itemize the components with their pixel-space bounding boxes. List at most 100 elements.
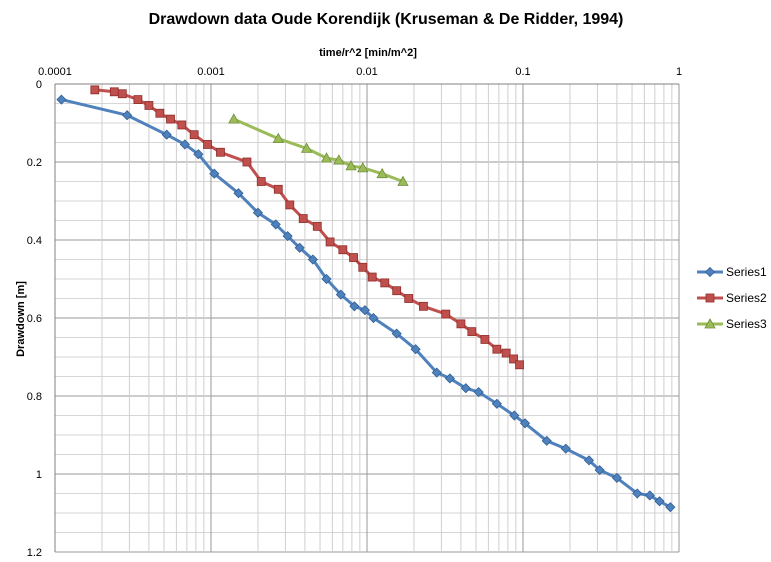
series-1-point xyxy=(644,490,655,501)
series-1-point xyxy=(252,207,264,218)
y-tick-label: 0.2 xyxy=(27,157,42,169)
x-tick-label: 0.1 xyxy=(515,66,530,78)
series-2-point xyxy=(133,95,143,104)
series-3-point xyxy=(357,162,369,173)
series-2-point xyxy=(256,177,266,186)
series-2-point xyxy=(509,354,518,364)
series-2-point xyxy=(325,237,335,247)
series-1-point xyxy=(611,472,622,483)
series-3-point xyxy=(333,154,345,165)
series-2-point xyxy=(392,286,402,296)
series-1-point xyxy=(359,305,371,316)
series-1-point xyxy=(431,367,442,378)
series-1-point xyxy=(594,465,605,476)
series-1-point xyxy=(307,254,318,265)
series-layer xyxy=(56,85,676,513)
series-3 xyxy=(228,113,409,186)
series-1-point xyxy=(209,168,220,179)
legend-label-series-2: Series2 xyxy=(726,291,767,305)
series-1-point xyxy=(665,502,676,513)
series-3-point xyxy=(345,160,357,171)
series-3-point xyxy=(397,175,409,186)
series-1-point xyxy=(560,443,571,454)
series-1-point xyxy=(321,273,332,285)
x-tick-label: 1 xyxy=(676,66,682,78)
y-tick-label: 0.6 xyxy=(27,313,42,325)
series-1-point xyxy=(410,344,421,355)
legend-marker-series-2 xyxy=(705,293,715,303)
series-2-point xyxy=(349,253,358,262)
plot-grid xyxy=(54,83,680,553)
series-2-point xyxy=(492,344,502,354)
series-1-point xyxy=(519,418,531,429)
series-2-point xyxy=(90,85,100,95)
series-1-point xyxy=(122,110,133,121)
series-1-point xyxy=(161,129,172,140)
series-2-point xyxy=(109,87,119,97)
series-1-point xyxy=(541,435,552,446)
series-2-point xyxy=(242,157,252,167)
series-2-point xyxy=(367,272,377,282)
series-2-point xyxy=(166,114,175,124)
legend-marker-series-1 xyxy=(704,266,716,278)
series-1-point xyxy=(444,373,455,384)
series-2-point xyxy=(338,245,348,255)
series-1 xyxy=(56,94,676,513)
series-2-point xyxy=(177,120,187,130)
series-2-point xyxy=(298,214,308,223)
series-2-point xyxy=(117,89,127,99)
series-3-point xyxy=(376,167,388,179)
series-2-point xyxy=(467,327,477,337)
series-2-point xyxy=(358,262,368,272)
y-tick-label: 1 xyxy=(36,469,42,481)
series-2-point xyxy=(312,221,322,231)
legend-marker-series-3 xyxy=(704,318,716,329)
chart-title: Drawdown data Oude Korendijk (Kruseman &… xyxy=(149,11,624,28)
series-1-point xyxy=(270,219,281,230)
series-1-point xyxy=(282,231,293,242)
series-2-point xyxy=(273,184,283,194)
series-1-point xyxy=(654,496,665,507)
y-axis-title: Drawdown [m] xyxy=(15,281,27,357)
series-1-point xyxy=(233,188,244,199)
series-2-point xyxy=(189,130,199,140)
series-3-point xyxy=(228,113,240,124)
series-1-point xyxy=(460,383,471,394)
legend-label-series-3: Series3 xyxy=(726,317,767,331)
series-1-point xyxy=(179,139,190,150)
series-3-point xyxy=(320,152,333,163)
series-1-point xyxy=(391,328,402,339)
series-3-point xyxy=(272,132,284,144)
series-1-point xyxy=(294,242,305,253)
series-2-point xyxy=(515,360,524,370)
y-tick-label: 0.4 xyxy=(27,235,42,247)
x-tick-label: 0.01 xyxy=(356,66,377,78)
series-1-point xyxy=(193,149,204,160)
x-tick-label: 0.001 xyxy=(197,66,225,78)
series-2-point xyxy=(380,278,390,288)
series-1-point xyxy=(491,398,502,409)
axis-ticks: 0.0001 0.001 0.01 0.1 1 0 0.2 0.4 0.6 0.8 1 1.2 xyxy=(27,66,682,559)
series-1-point xyxy=(335,289,346,300)
series-2-point xyxy=(501,348,511,358)
series-1-point xyxy=(56,94,67,105)
series-2-point xyxy=(441,309,451,319)
y-tick-label: 0.8 xyxy=(27,391,42,403)
series-1-point xyxy=(349,301,360,312)
series-2-point xyxy=(480,335,490,344)
x-axis-title: time/r^2 [min/m^2] xyxy=(319,47,417,59)
series-2-point xyxy=(456,319,466,329)
series-2-point xyxy=(216,147,225,157)
series-1-point xyxy=(583,455,595,466)
series-2-point xyxy=(404,294,414,303)
series-1-point xyxy=(632,488,643,499)
series-2 xyxy=(90,85,524,370)
legend: Series1 Series2 Series3 xyxy=(697,265,767,331)
legend-label-series-1: Series1 xyxy=(726,265,767,279)
series-2-point xyxy=(144,101,154,110)
x-tick-label: 0.0001 xyxy=(38,66,72,78)
series-2-point xyxy=(285,200,295,210)
series-2-point xyxy=(155,108,165,118)
series-2-point xyxy=(419,301,428,311)
y-tick-label: 1.2 xyxy=(27,547,42,559)
